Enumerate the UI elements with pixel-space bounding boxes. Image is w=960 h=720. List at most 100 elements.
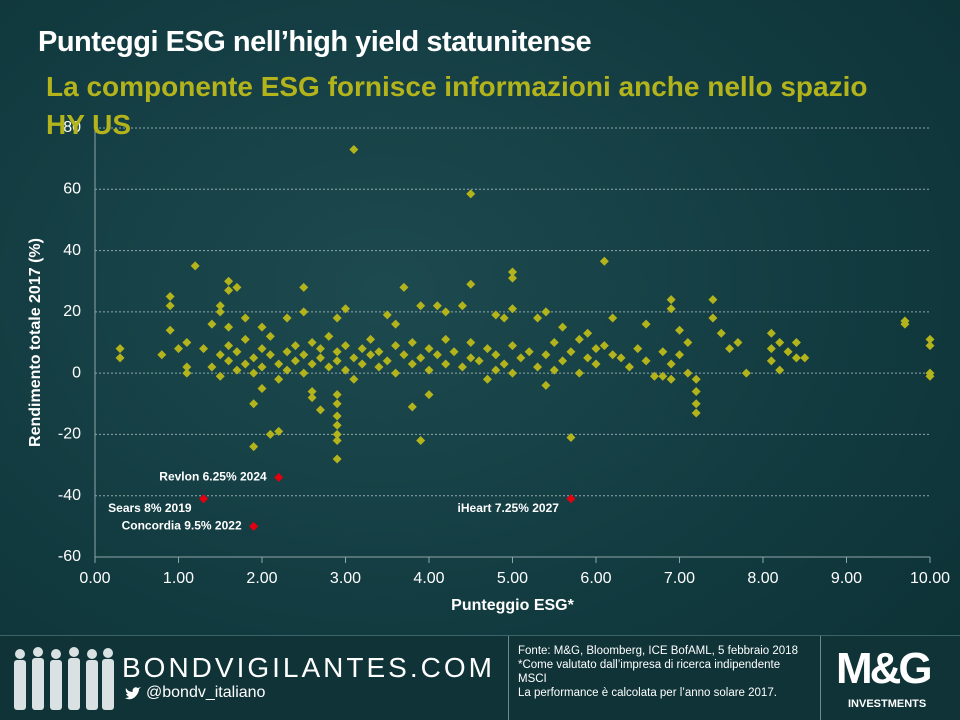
point [624, 362, 634, 372]
point [766, 328, 776, 338]
point [424, 390, 434, 400]
logo-sub: INVESTMENTS [848, 698, 927, 710]
point [207, 319, 217, 329]
point [583, 353, 593, 363]
point [416, 436, 426, 446]
point [925, 371, 935, 381]
point [775, 365, 785, 375]
point [349, 353, 359, 363]
point [382, 356, 392, 366]
point [224, 276, 234, 286]
point [265, 331, 275, 341]
point [332, 347, 342, 357]
x-tick-label: 1.00 [163, 570, 194, 587]
point [541, 350, 551, 360]
point [391, 341, 401, 351]
point [332, 436, 342, 446]
point [482, 374, 492, 384]
point [299, 282, 309, 292]
point [182, 362, 192, 372]
point [249, 399, 259, 409]
point [441, 359, 451, 369]
point [357, 344, 367, 354]
point [391, 319, 401, 329]
y-tick-label: -40 [58, 487, 81, 504]
point [299, 368, 309, 378]
point [633, 344, 643, 354]
point [658, 371, 668, 381]
point [541, 307, 551, 317]
x-tick-label: 8.00 [747, 570, 778, 587]
point [675, 325, 684, 335]
point [925, 341, 935, 351]
point [558, 356, 568, 366]
point [190, 261, 200, 271]
y-tick-label: 40 [63, 242, 81, 259]
x-tick-label: 3.00 [330, 570, 361, 587]
point [332, 429, 342, 439]
twitter-icon [125, 687, 141, 700]
point [599, 341, 609, 351]
point [741, 368, 751, 378]
point [174, 344, 183, 354]
point [391, 368, 401, 378]
point [341, 341, 350, 351]
point [224, 341, 234, 351]
point [282, 313, 292, 323]
point [666, 374, 676, 384]
point [591, 344, 601, 354]
point [182, 338, 192, 347]
point [691, 387, 701, 397]
point [491, 365, 501, 375]
point [224, 322, 234, 332]
point [341, 365, 350, 375]
point [499, 313, 509, 323]
point [666, 359, 676, 369]
point [257, 362, 267, 372]
highlight-label: Sears 8% 2019 [108, 501, 192, 515]
x-tick-label: 10.00 [910, 570, 950, 587]
point [215, 371, 225, 381]
point [165, 301, 175, 311]
point [282, 347, 292, 357]
point [332, 390, 342, 400]
point [224, 285, 234, 295]
point [257, 344, 267, 354]
point [683, 368, 693, 378]
point [591, 359, 601, 369]
point [466, 353, 476, 363]
point [349, 374, 359, 384]
highlight-point [249, 521, 259, 531]
point [399, 282, 409, 292]
point [508, 304, 517, 314]
point [508, 267, 517, 277]
point [508, 368, 517, 378]
x-axis-label: Punteggio ESG* [451, 597, 574, 614]
point [925, 334, 935, 344]
point [232, 347, 242, 357]
point [341, 304, 350, 314]
point [165, 292, 175, 302]
x-tick-label: 2.00 [246, 570, 277, 587]
x-tick-label: 7.00 [664, 570, 695, 587]
point [240, 313, 250, 323]
point [290, 341, 300, 351]
point [307, 359, 317, 369]
point [783, 347, 793, 357]
point [307, 338, 317, 347]
point [416, 353, 426, 363]
point [207, 362, 217, 372]
point [324, 331, 334, 341]
point [666, 295, 676, 305]
point [424, 365, 434, 375]
point [549, 338, 559, 347]
point [441, 334, 451, 344]
point [791, 338, 801, 347]
point [508, 341, 517, 351]
source-line: Fonte: M&G, Bloomberg, ICE BofAML, 5 feb… [518, 645, 798, 685]
point [708, 295, 718, 305]
point [299, 307, 309, 317]
point [274, 359, 284, 369]
chart: -60 -40 -20 0 20 40 60 80 0.00 1.00 2.00 3.00 4.00 5.… [58, 127, 950, 614]
